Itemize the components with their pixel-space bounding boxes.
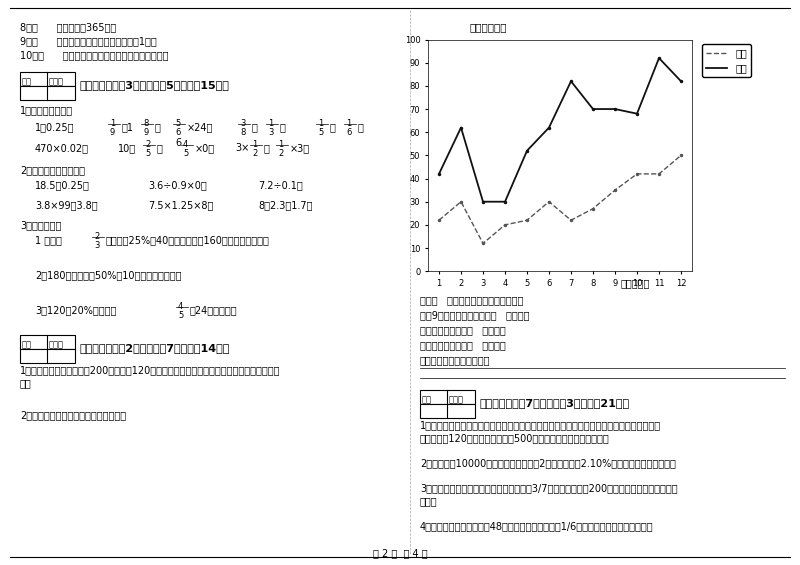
Text: 7.5×1.25×8＝: 7.5×1.25×8＝ [148,200,214,210]
Text: 轴。: 轴。 [20,378,32,388]
Text: ＝: ＝ [157,143,163,153]
Text: 2．直接写出计算结果。: 2．直接写出计算结果。 [20,165,85,175]
Text: 1: 1 [318,119,323,128]
Text: 少24，求某数？: 少24，求某数？ [190,305,238,315]
Text: 1: 1 [278,140,283,149]
Text: 评卷人: 评卷人 [49,77,64,86]
Text: 5: 5 [178,311,183,320]
Text: 3×: 3× [235,143,250,153]
Text: 1: 1 [346,119,351,128]
Text: 1: 1 [268,119,274,128]
Text: 5: 5 [183,149,188,158]
Text: 第 2 页  共 4 页: 第 2 页 共 4 页 [373,548,427,558]
Text: 3: 3 [94,241,99,250]
Text: 2、张师傅把10000元钱存入银行，定期2年，年利率为2.10%，到期后可取回多少元？: 2、张师傅把10000元钱存入银行，定期2年，年利率为2.10%，到期后可取回多… [420,458,676,468]
Text: 7.2÷0.1＝: 7.2÷0.1＝ [258,180,302,190]
Text: 8．（      ）每年都有365天。: 8．（ ）每年都有365天。 [20,22,116,32]
Text: 6: 6 [346,128,351,137]
Text: 1．直接写出得数。: 1．直接写出得数。 [20,105,73,115]
Text: 1－0.25＝: 1－0.25＝ [35,122,74,132]
Text: 9．（      ）真分数除以假分数的商一定比1小。: 9．（ ）真分数除以假分数的商一定比1小。 [20,36,157,46]
Bar [420,404,475,418]
Text: ⑶．全年实际收入（   ）万元。: ⑶．全年实际收入（ ）万元。 [420,325,506,335]
Text: 3、120的20%比某数的: 3、120的20%比某数的 [35,305,116,315]
Text: 8: 8 [143,119,148,128]
Text: 5: 5 [318,128,323,137]
Text: 五、综合题（共2小题，每题7分，共计14分）: 五、综合题（共2小题，每题7分，共计14分） [80,343,230,353]
Text: 1: 1 [110,119,115,128]
Text: 1、一个长方形运动场长为200米，宽为120米，请用的比例尺画出它的平面图和它的所有对称: 1、一个长方形运动场长为200米，宽为120米，请用的比例尺画出它的平面图和它的… [20,365,281,375]
Text: ＝: ＝ [155,122,161,132]
Text: 得分: 得分 [422,395,432,404]
Text: 评卷人: 评卷人 [449,395,464,404]
Text: 四、计算题（共3小题，每题5分，共计15分）: 四、计算题（共3小题，每题5分，共计15分） [80,80,230,90]
Text: 比乙数的25%多40，已知乙数是160，求甲数是多少？: 比乙数的25%多40，已知乙数是160，求甲数是多少？ [106,235,270,245]
Legend: 支出, 收入: 支出, 收入 [702,45,751,77]
Text: 六、应用题（共7小题，每题3分，共计21分）: 六、应用题（共7小题，每题3分，共计21分） [480,398,630,408]
Text: 10－: 10－ [118,143,136,153]
Text: 5: 5 [145,149,150,158]
Text: 得分: 得分 [22,340,32,349]
Bar [20,349,75,363]
Text: 3: 3 [240,119,246,128]
Bar [20,86,75,100]
Text: 3、一辆汽车从甲地开往乙地，行了全程的3/7后，离乙地还有200千米，甲、乙两地相距多少: 3、一辆汽车从甲地开往乙地，行了全程的3/7后，离乙地还有200千米，甲、乙两地… [420,483,678,493]
Text: 2: 2 [278,149,283,158]
Text: 2、请根据下面的统计图回答下列问题。: 2、请根据下面的统计图回答下列问题。 [20,410,126,420]
Text: ＋: ＋ [252,122,258,132]
Text: ×0＝: ×0＝ [195,143,215,153]
Text: ＝: ＝ [358,122,364,132]
Text: 4: 4 [183,140,188,149]
Text: 得分: 得分 [22,77,32,86]
Text: 千米？: 千米？ [420,496,438,506]
Bar [20,335,75,349]
Text: 6: 6 [175,138,181,148]
Text: 9: 9 [143,128,148,137]
Text: 4、某粮店上一周卖出面粉48吨，卖出大米比面粉多1/6，粮店上卖出大米多少千克？: 4、某粮店上一周卖出面粉48吨，卖出大米比面粉多1/6，粮店上卖出大米多少千克？ [420,521,654,531]
Text: 在实惠便宜120元。请问李阿锁带500元，够吗？请说出你的理由。: 在实惠便宜120元。请问李阿锁带500元，够吗？请说出你的理由。 [420,433,610,443]
Text: 5: 5 [175,119,180,128]
Text: 1: 1 [252,140,258,149]
Text: 8－2.3－1.7＝: 8－2.3－1.7＝ [258,200,313,210]
Text: 3.6÷0.9×0＝: 3.6÷0.9×0＝ [148,180,206,190]
Text: ⑷．平均每月支出（   ）万元。: ⑷．平均每月支出（ ）万元。 [420,340,506,350]
Text: 3: 3 [268,128,274,137]
Text: ×24＝: ×24＝ [187,122,214,132]
Text: 3．列式计算。: 3．列式计算。 [20,220,62,230]
Text: ⑴．（   ）月份收入和支出相差最小。: ⑴．（ ）月份收入和支出相差最小。 [420,295,523,305]
Text: 10．（      ）三角形的面积一定，底和高成反比例。: 10．（ ）三角形的面积一定，底和高成反比例。 [20,50,169,60]
Text: 3.8×99＋3.8＝: 3.8×99＋3.8＝ [35,200,98,210]
Text: 1 甲数的: 1 甲数的 [35,235,62,245]
Text: ×3＝: ×3＝ [290,143,310,153]
Text: ＝: ＝ [280,122,286,132]
Bar [20,72,75,86]
Bar [420,390,475,404]
Text: 9: 9 [110,128,115,137]
Text: －: － [264,143,270,153]
Text: ＋1: ＋1 [122,122,134,132]
Text: －: － [330,122,336,132]
Text: 470×0.02＝: 470×0.02＝ [35,143,89,153]
Text: 2、180比一个数的50%多10，这个数是多少？: 2、180比一个数的50%多10，这个数是多少？ [35,270,182,280]
Text: 18.5－0.25＝: 18.5－0.25＝ [35,180,90,190]
Text: ⑵．9月份收入和支出相差（   ）万元。: ⑵．9月份收入和支出相差（ ）万元。 [420,310,530,320]
Text: 全额（万元）: 全额（万元） [470,22,507,32]
Text: 4: 4 [178,302,183,311]
Text: 2: 2 [94,232,99,241]
Text: 1、春节商场购物促欢，所有折扣提一律八折销售，李阿锁想买一件羽绒服，导购员告诉她现: 1、春节商场购物促欢，所有折扣提一律八折销售，李阿锁想买一件羽绒服，导购员告诉她… [420,420,661,430]
Text: 月份（月）: 月份（月） [621,278,650,288]
Text: ⑸．你还获得了哪些信息？: ⑸．你还获得了哪些信息？ [420,355,490,365]
Text: 2: 2 [145,140,150,149]
Text: 8: 8 [240,128,246,137]
Text: 6: 6 [175,128,180,137]
Text: 评卷人: 评卷人 [49,340,64,349]
Text: 2: 2 [252,149,258,158]
